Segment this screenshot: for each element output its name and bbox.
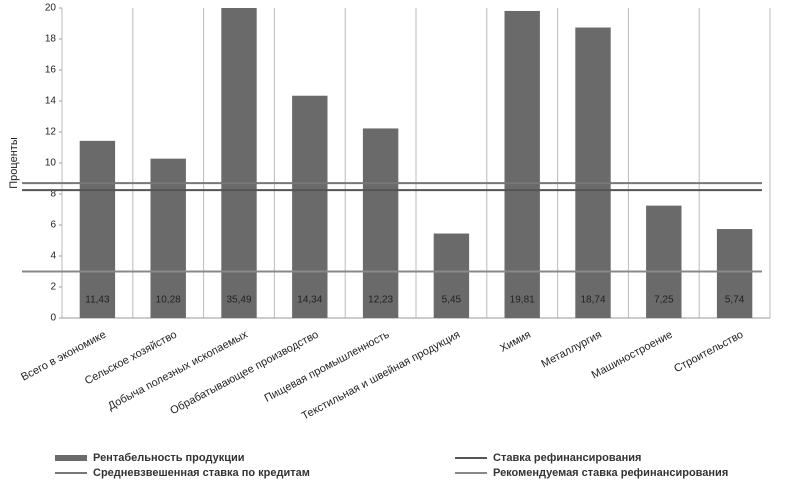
bar xyxy=(716,229,753,318)
y-tick-label: 12 xyxy=(45,127,57,138)
y-tick-label: 0 xyxy=(50,313,56,324)
data-label: 10,28 xyxy=(156,295,181,306)
y-tick-label: 8 xyxy=(50,189,56,200)
y-tick-label: 6 xyxy=(50,220,56,231)
data-label: 12,23 xyxy=(368,295,393,306)
data-label: 11,43 xyxy=(85,295,110,306)
bar xyxy=(150,158,186,318)
x-tick-label: Металлургия xyxy=(539,329,603,371)
x-tick-label: Строительство xyxy=(672,329,745,376)
legend-label: Средневзвешенная ставка по кредитам xyxy=(93,467,310,479)
legend-label: Ставка рефинансирования xyxy=(493,452,641,464)
y-tick-label: 4 xyxy=(50,251,56,262)
bar xyxy=(504,10,540,318)
y-tick-label: 14 xyxy=(45,96,57,107)
bar xyxy=(292,95,328,318)
legend-label: Рентабельность продукции xyxy=(93,452,245,464)
x-tick-label: Машиностроение xyxy=(590,329,675,382)
bar xyxy=(433,233,470,318)
y-tick-label: 10 xyxy=(45,158,57,169)
bar xyxy=(362,128,399,318)
data-label: 14,34 xyxy=(297,295,322,306)
x-tick-label: Химия xyxy=(498,329,533,355)
x-tick-label: Пищевая промышленность xyxy=(263,328,392,404)
data-label: 5,74 xyxy=(725,295,745,306)
data-label: 19,81 xyxy=(510,295,535,306)
x-tick-label: Добыча полезных ископаемых xyxy=(106,328,250,412)
bar xyxy=(646,205,682,318)
data-label: 35,49 xyxy=(226,295,251,306)
data-label: 5,45 xyxy=(442,295,462,306)
legend-label: Рекомендуемая ставка рефинансирования xyxy=(493,467,728,479)
bar xyxy=(221,8,257,318)
y-axis-label: Проценты xyxy=(8,137,20,189)
data-label: 18,74 xyxy=(580,295,605,306)
bar xyxy=(79,140,116,318)
y-tick-label: 16 xyxy=(45,65,57,76)
data-label: 7,25 xyxy=(654,295,674,306)
y-tick-label: 20 xyxy=(45,3,57,14)
y-tick-label: 18 xyxy=(45,34,57,45)
y-tick-label: 2 xyxy=(50,282,56,293)
bar xyxy=(575,27,611,318)
